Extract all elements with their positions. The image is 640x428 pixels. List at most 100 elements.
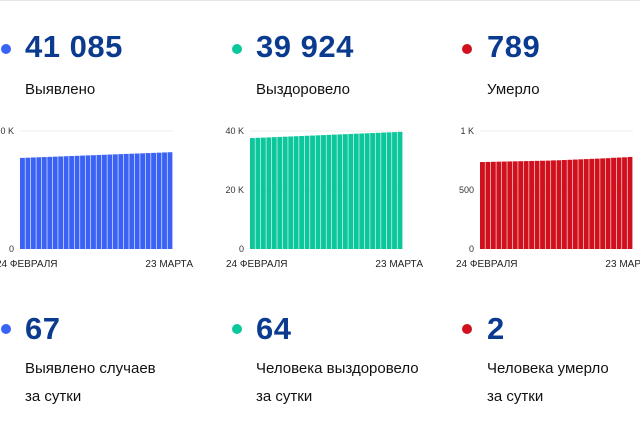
bar bbox=[507, 161, 513, 249]
bar bbox=[397, 131, 403, 249]
deaths-daily: 2 bbox=[487, 311, 505, 346]
bar bbox=[282, 136, 288, 249]
bar bbox=[540, 160, 545, 249]
bar bbox=[386, 132, 392, 249]
bar bbox=[321, 135, 326, 249]
recovered-total: 39 924 bbox=[256, 29, 354, 64]
bar bbox=[331, 134, 337, 249]
bar bbox=[36, 157, 42, 249]
bar bbox=[578, 159, 584, 249]
bar bbox=[80, 155, 85, 249]
bar bbox=[118, 154, 124, 249]
bar bbox=[91, 155, 96, 249]
bar bbox=[74, 155, 80, 249]
bar bbox=[310, 135, 315, 249]
bar bbox=[107, 154, 113, 249]
detected-chart: 0 50 K 24 ФЕВРАЛЯ 23 МАРТА bbox=[0, 126, 193, 270]
bar bbox=[529, 160, 535, 249]
y-tick-label: 0 bbox=[9, 244, 14, 254]
recovered-chart: 0 20 K 40 K 24 ФЕВРАЛЯ 23 МАРТА bbox=[225, 126, 423, 270]
stat-column-recovered: 39 924 Выздоровело 0 20 K 40 K 24 ФЕВРАЛЯ 23… bbox=[225, 1, 460, 428]
bar bbox=[25, 157, 31, 249]
y-tick-label: 40 K bbox=[225, 126, 244, 136]
bar bbox=[326, 134, 332, 249]
bar bbox=[392, 132, 397, 249]
bar bbox=[348, 133, 354, 249]
x-start-label: 24 ФЕВРАЛЯ bbox=[0, 259, 58, 270]
bar bbox=[266, 137, 272, 249]
bar bbox=[288, 136, 294, 249]
bar bbox=[342, 134, 348, 249]
y-tick-label: 0 bbox=[469, 244, 474, 254]
detected-daily: 67 bbox=[25, 311, 61, 346]
bar bbox=[518, 161, 524, 249]
y-tick-label: 50 K bbox=[0, 126, 14, 136]
detected-total: 41 085 bbox=[25, 29, 123, 64]
green-dot-icon bbox=[232, 44, 242, 54]
bar bbox=[151, 152, 157, 249]
bar bbox=[260, 137, 266, 249]
bar bbox=[299, 136, 305, 249]
bar bbox=[63, 156, 69, 249]
bar bbox=[534, 160, 540, 249]
bar bbox=[605, 158, 611, 249]
x-end-label: 23 МАРТА bbox=[605, 259, 640, 270]
bar bbox=[145, 153, 151, 249]
bar bbox=[501, 161, 507, 249]
bar bbox=[567, 159, 573, 249]
detected-daily-label: Выявлено случаев за сутки bbox=[25, 355, 156, 411]
bar bbox=[381, 132, 387, 249]
bar bbox=[600, 158, 606, 249]
bar bbox=[556, 160, 562, 249]
label-line-1: Выявлено случаев bbox=[25, 360, 156, 377]
bar bbox=[112, 154, 118, 249]
bar bbox=[129, 153, 135, 249]
bar bbox=[140, 153, 146, 249]
bar bbox=[353, 133, 359, 249]
bar bbox=[622, 157, 627, 249]
label-line-2: за сутки bbox=[487, 388, 544, 405]
bar bbox=[123, 153, 129, 249]
bar bbox=[375, 132, 381, 249]
deaths-chart: 0 500 1 K 24 ФЕВРАЛЯ 23 МАРТА bbox=[456, 126, 640, 270]
bar bbox=[96, 154, 102, 249]
bar bbox=[490, 161, 496, 249]
bar bbox=[523, 161, 529, 249]
deaths-total: 789 bbox=[487, 29, 541, 64]
bar bbox=[611, 157, 617, 249]
bar bbox=[30, 157, 36, 249]
label-line-1: Человека выздоровело bbox=[256, 360, 419, 377]
bar bbox=[277, 136, 283, 249]
bar bbox=[167, 152, 173, 249]
bar bbox=[616, 157, 622, 249]
red-dot-icon bbox=[462, 44, 472, 54]
bar bbox=[583, 159, 589, 249]
bar bbox=[589, 158, 595, 249]
bar bbox=[551, 160, 556, 249]
bar bbox=[572, 159, 578, 249]
label-line-2: за сутки bbox=[256, 388, 313, 405]
bar bbox=[134, 153, 140, 249]
green-dot-icon bbox=[232, 324, 242, 334]
bar bbox=[52, 156, 58, 249]
bar bbox=[545, 160, 551, 249]
bar bbox=[370, 133, 376, 249]
bar bbox=[364, 133, 370, 249]
bar bbox=[250, 138, 255, 249]
y-tick-label: 1 K bbox=[460, 126, 474, 136]
y-tick-label: 0 bbox=[239, 244, 244, 254]
x-end-label: 23 МАРТА bbox=[375, 259, 423, 270]
bar bbox=[293, 136, 299, 249]
bar bbox=[337, 134, 343, 249]
recovered-label: Выздоровело bbox=[256, 81, 351, 98]
y-tick-label: 20 K bbox=[225, 185, 244, 195]
recovered-daily: 64 bbox=[256, 311, 292, 346]
blue-dot-icon bbox=[1, 44, 11, 54]
bar bbox=[359, 133, 365, 249]
deaths-daily-label: Человека умерло за сутки bbox=[487, 355, 609, 411]
bar bbox=[304, 135, 310, 249]
stat-column-deaths: 789 Умерло 0 500 1 K 24 ФЕВРАЛЯ 23 МАРТА 2 Ч… bbox=[456, 1, 640, 428]
bar bbox=[47, 156, 53, 249]
bar bbox=[480, 162, 485, 249]
